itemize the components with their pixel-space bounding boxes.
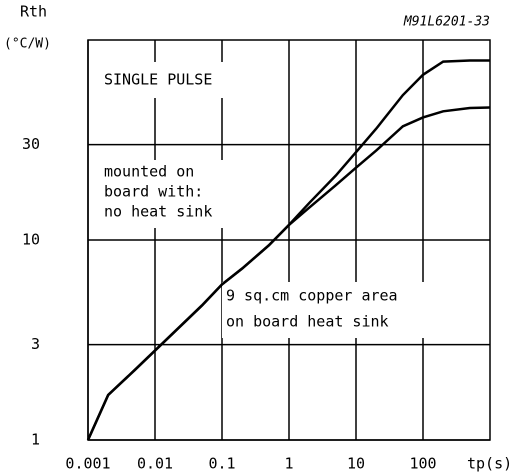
annotation: mounted on bbox=[104, 163, 194, 181]
annotation: on board heat sink bbox=[226, 313, 389, 331]
y-axis-label: Rth bbox=[20, 3, 47, 21]
x-tick-label: 10 bbox=[347, 455, 365, 473]
x-tick-label: 1 bbox=[284, 455, 293, 473]
y-tick-label: 10 bbox=[22, 231, 40, 249]
annotation-box bbox=[100, 160, 270, 228]
annotation: no heat sink bbox=[104, 203, 212, 221]
curve bbox=[86, 106, 491, 441]
x-tick-label: 0.01 bbox=[137, 455, 173, 473]
annotation-box bbox=[222, 282, 488, 338]
x-axis-label: tp(s) bbox=[467, 455, 512, 473]
annotation: board with: bbox=[104, 183, 203, 201]
x-tick-label: 0.001 bbox=[65, 455, 110, 473]
y-tick-label: 3 bbox=[31, 335, 40, 353]
y-tick-label: 30 bbox=[22, 135, 40, 153]
annotation: 9 sq.cm copper area bbox=[226, 287, 398, 305]
figure-code: M91L6201-33 bbox=[403, 15, 490, 30]
x-tick-label: 0.1 bbox=[208, 455, 235, 473]
x-tick-label: 100 bbox=[409, 455, 436, 473]
y-axis-unit: (°C/W) bbox=[4, 37, 51, 52]
y-tick-label: 1 bbox=[31, 431, 40, 449]
annotation-box bbox=[100, 62, 280, 98]
annotation: SINGLE PULSE bbox=[104, 71, 212, 89]
